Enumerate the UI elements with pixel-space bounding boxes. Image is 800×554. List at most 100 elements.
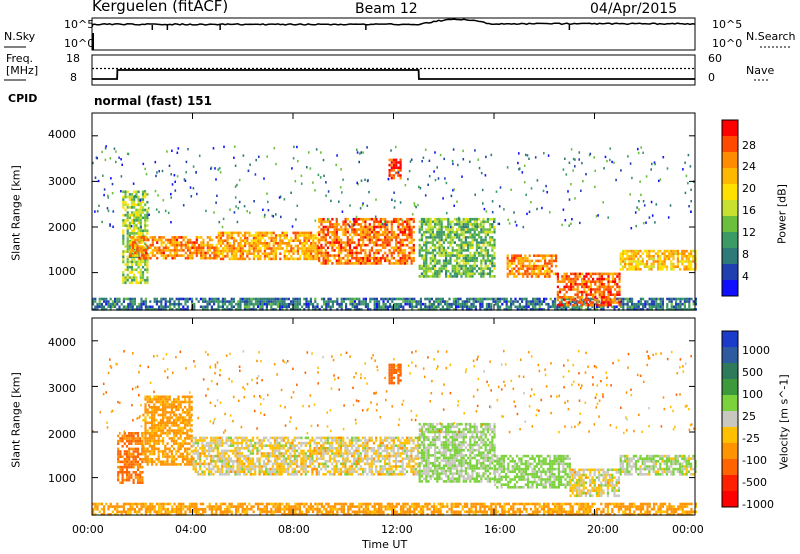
heatmap-cell bbox=[519, 267, 522, 270]
heatmap-cell bbox=[371, 505, 374, 508]
heatmap-cell bbox=[573, 513, 576, 516]
heatmap-cell bbox=[482, 228, 485, 231]
heatmap-cell bbox=[290, 249, 293, 253]
heatmap-cell bbox=[202, 513, 205, 516]
heatmap-speckle bbox=[253, 200, 255, 203]
heatmap-cell bbox=[353, 220, 356, 224]
heatmap-cell bbox=[318, 251, 321, 255]
heatmap-cell bbox=[472, 513, 475, 516]
heatmap-cell bbox=[279, 502, 282, 506]
heatmap-cell bbox=[589, 308, 592, 311]
heatmap-cell bbox=[353, 300, 356, 303]
heatmap-cell bbox=[140, 507, 143, 511]
heatmap-cell bbox=[244, 242, 247, 245]
heatmap-cell bbox=[596, 303, 599, 307]
heatmap-cell bbox=[368, 241, 371, 244]
heatmap-cell bbox=[292, 252, 295, 255]
heatmap-cell bbox=[114, 505, 117, 508]
heatmap-cell bbox=[362, 502, 365, 506]
heatmap-speckle bbox=[170, 221, 172, 224]
heatmap-speckle bbox=[233, 145, 236, 148]
heatmap-cell bbox=[232, 300, 235, 303]
heatmap-cell bbox=[195, 241, 198, 244]
heatmap-cell bbox=[554, 300, 557, 303]
heatmap-cell bbox=[309, 505, 312, 508]
heatmap-cell bbox=[155, 502, 158, 506]
heatmap-cell bbox=[425, 217, 428, 221]
heatmap-cell bbox=[274, 257, 277, 261]
heatmap-cell bbox=[457, 510, 460, 514]
heatmap-cell bbox=[594, 298, 597, 302]
heatmap-cell bbox=[191, 297, 194, 301]
heatmap-cell bbox=[481, 513, 484, 516]
heatmap-cell bbox=[133, 203, 136, 207]
heatmap-cell bbox=[447, 225, 450, 229]
heatmap-cell bbox=[451, 225, 454, 229]
heatmap-cell bbox=[331, 225, 334, 229]
heatmap-cell bbox=[362, 300, 365, 303]
heatmap-cell bbox=[461, 305, 464, 309]
heatmap-cell bbox=[390, 228, 393, 231]
heatmap-cell bbox=[126, 195, 129, 199]
heatmap-cell bbox=[215, 246, 218, 250]
heatmap-cell bbox=[694, 302, 697, 306]
heatmap-cell bbox=[397, 302, 400, 306]
heatmap-cell bbox=[403, 256, 407, 260]
heatmap-cell bbox=[540, 300, 543, 303]
heatmap-cell bbox=[126, 211, 129, 214]
heatmap-cell bbox=[436, 233, 439, 237]
heatmap-cell bbox=[440, 254, 443, 257]
heatmap-cell bbox=[215, 236, 218, 239]
heatmap-cell bbox=[105, 502, 108, 506]
heatmap-cell bbox=[537, 267, 540, 270]
heatmap-cell bbox=[489, 275, 492, 278]
heatmap-cell bbox=[467, 256, 470, 260]
heatmap-cell bbox=[182, 243, 185, 247]
heatmap-cell bbox=[565, 296, 568, 299]
heatmap-cell bbox=[162, 513, 165, 516]
heatmap-cell bbox=[177, 305, 180, 309]
heatmap-cell bbox=[471, 243, 474, 247]
heatmap-cell bbox=[571, 300, 574, 303]
heatmap-cell bbox=[353, 305, 356, 309]
heatmap-speckle bbox=[338, 200, 340, 203]
heatmap-cell bbox=[137, 195, 140, 199]
heatmap-cell bbox=[366, 259, 369, 263]
heatmap-cell bbox=[441, 300, 444, 303]
heatmap-cell bbox=[140, 308, 143, 311]
heatmap-cell bbox=[475, 223, 478, 226]
heatmap-cell bbox=[109, 305, 112, 309]
heatmap-cell bbox=[246, 249, 249, 253]
heatmap-speckle bbox=[246, 210, 248, 213]
heatmap-cell bbox=[525, 502, 528, 506]
heatmap-cell bbox=[294, 510, 297, 514]
heatmap-cell bbox=[594, 296, 597, 299]
heatmap-cell bbox=[440, 243, 443, 247]
heatmap-cell bbox=[449, 241, 452, 244]
heatmap-cell bbox=[589, 301, 592, 304]
heatmap-cell bbox=[475, 259, 478, 263]
heatmap-cell bbox=[475, 241, 478, 244]
heatmap-cell bbox=[413, 507, 416, 511]
heatmap-cell bbox=[296, 239, 299, 242]
heatmap-cell bbox=[257, 252, 260, 255]
heatmap-cell bbox=[228, 300, 231, 303]
heatmap-cell bbox=[457, 305, 460, 309]
heatmap-cell bbox=[512, 513, 515, 516]
heatmap-cell bbox=[135, 195, 138, 199]
heatmap-cell bbox=[298, 510, 301, 514]
heatmap-cell bbox=[233, 242, 236, 245]
heatmap-cell bbox=[353, 510, 356, 514]
heatmap-cell bbox=[326, 220, 330, 224]
heatmap-cell bbox=[186, 507, 189, 511]
heatmap-cell bbox=[243, 502, 246, 506]
heatmap-cell bbox=[390, 238, 393, 242]
heatmap-cell bbox=[182, 236, 185, 239]
heatmap-cell bbox=[609, 288, 612, 291]
heatmap-cell bbox=[458, 225, 461, 229]
heatmap-cell bbox=[580, 308, 583, 311]
heatmap-cell bbox=[136, 510, 139, 514]
heatmap-cell bbox=[628, 305, 631, 309]
heatmap-cell bbox=[307, 234, 310, 237]
heatmap-cell bbox=[455, 513, 458, 516]
